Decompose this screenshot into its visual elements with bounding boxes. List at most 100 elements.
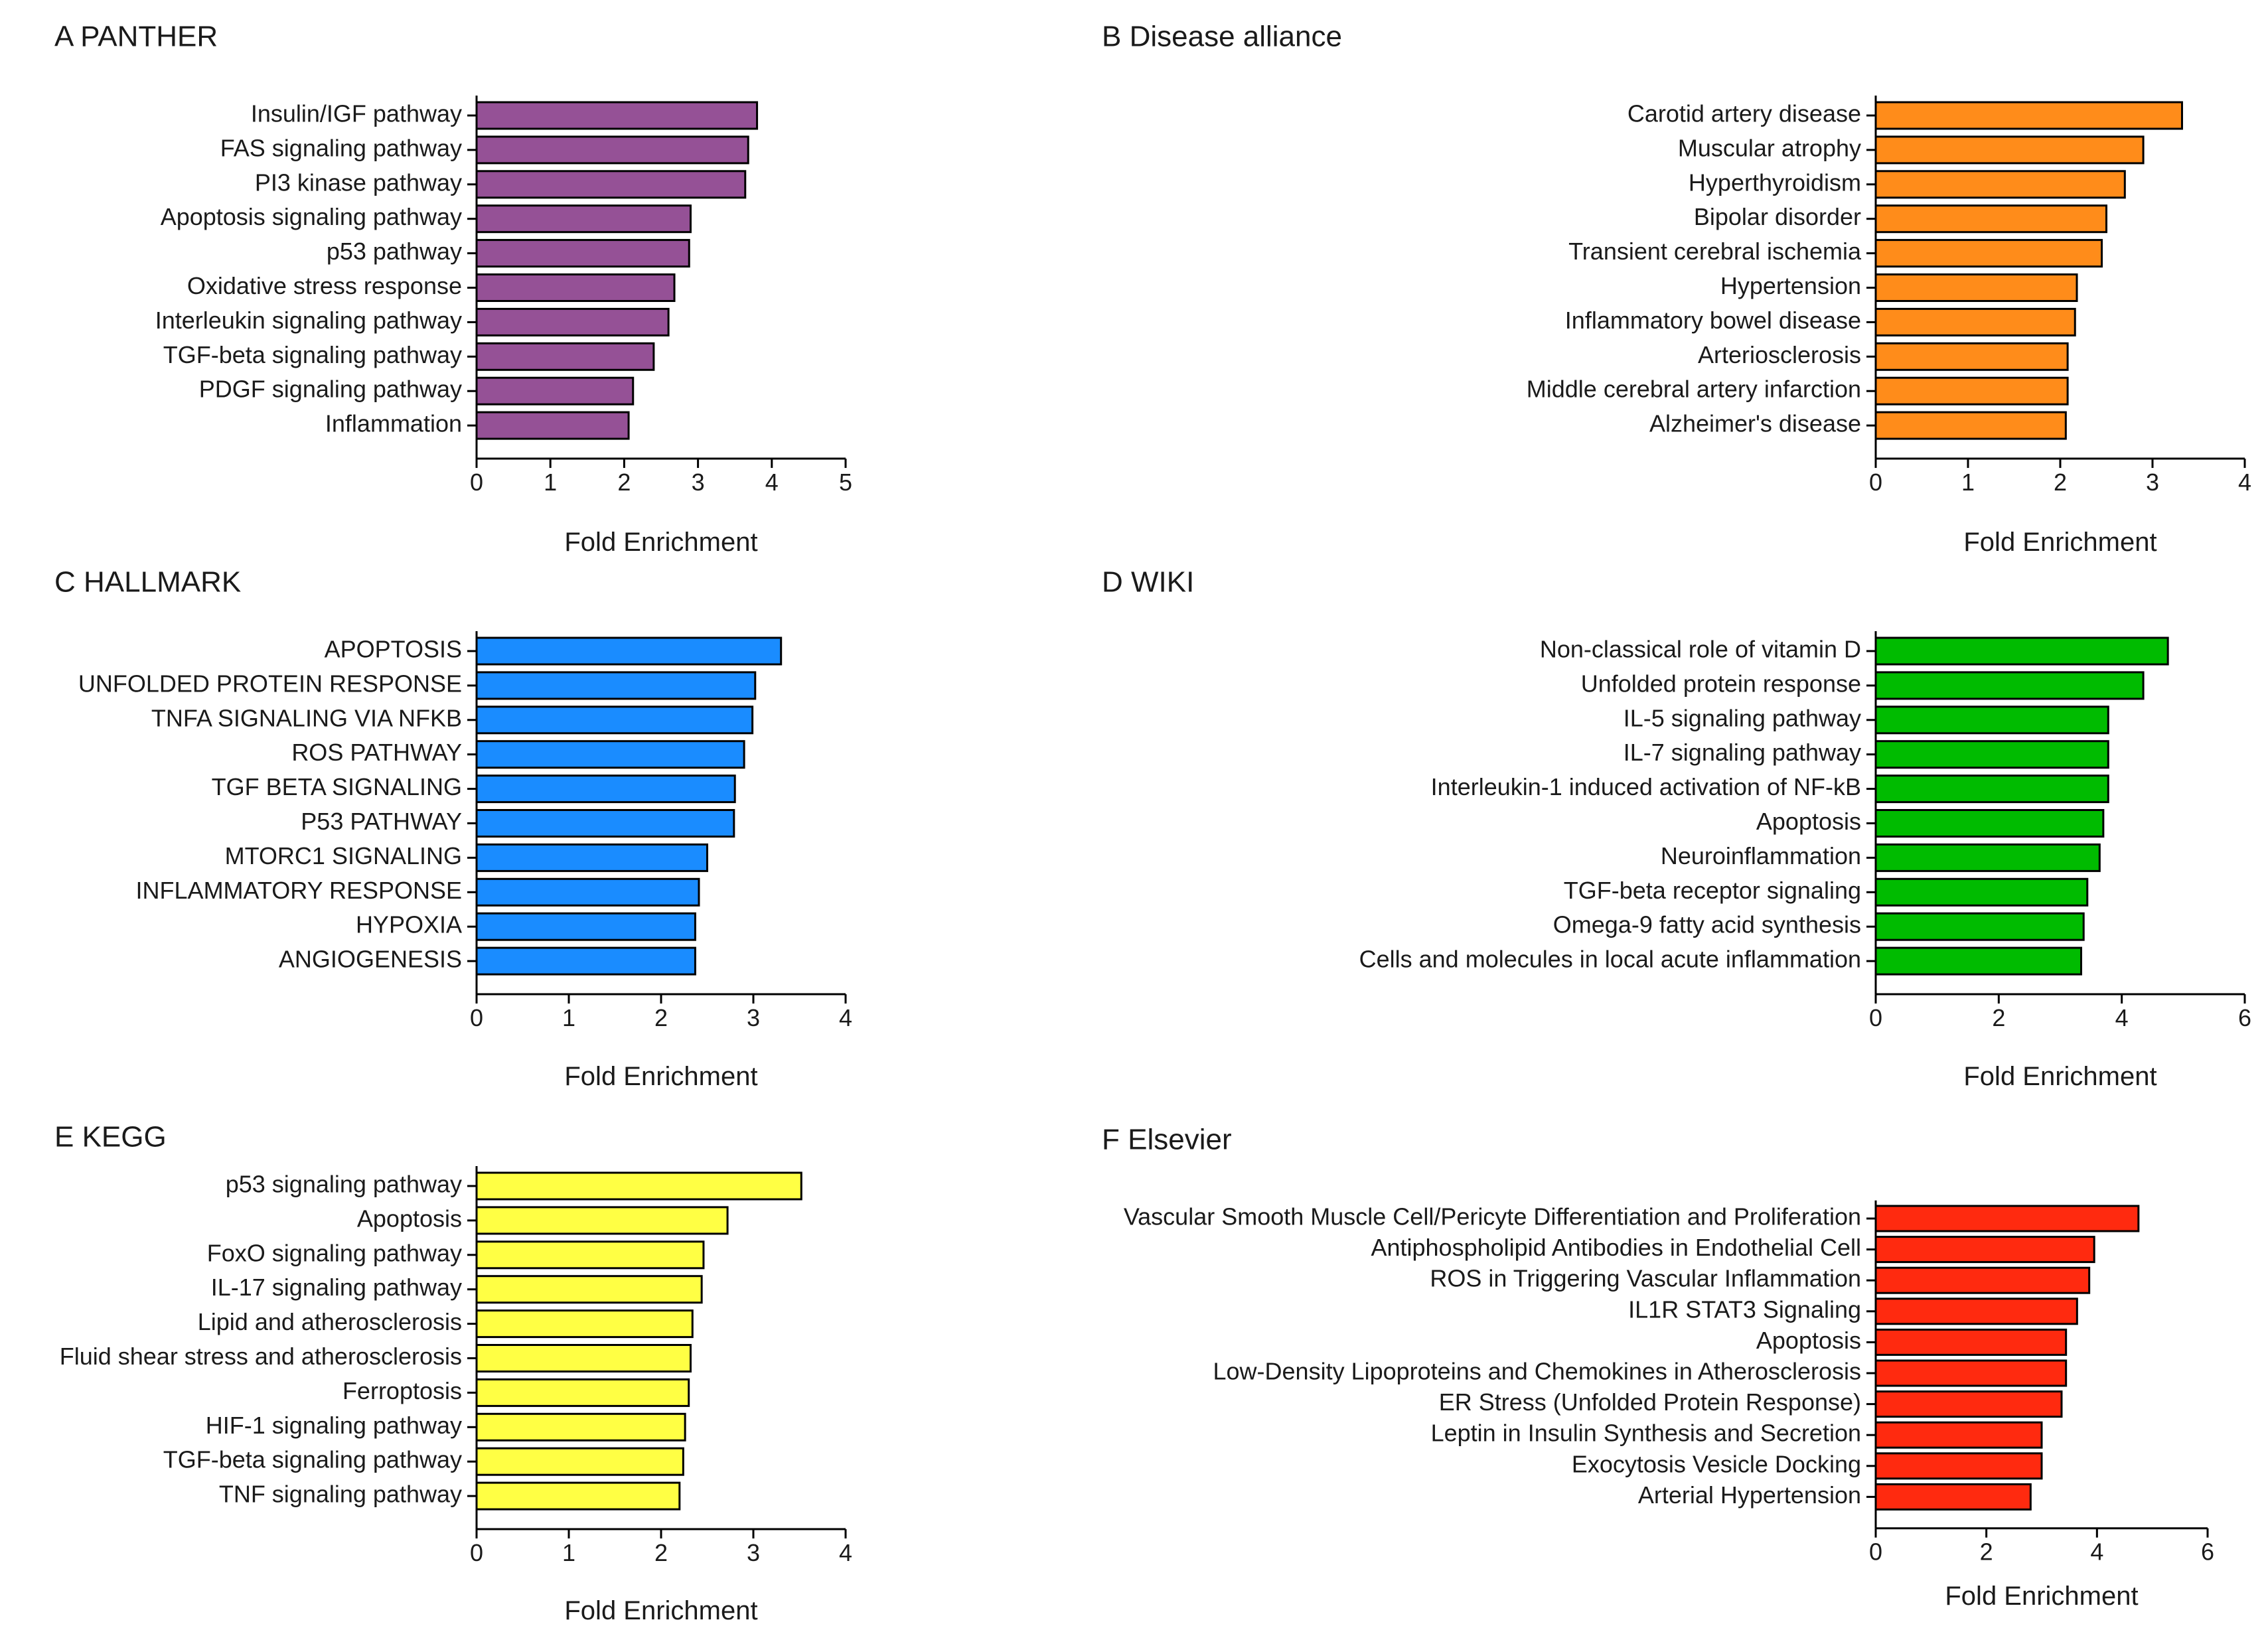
category-label: FAS signaling pathway	[220, 134, 462, 161]
category-label: Antiphospholipid Antibodies in Endotheli…	[1371, 1234, 1861, 1261]
x-tick-label: 0	[1869, 1538, 1882, 1566]
bar	[475, 273, 676, 302]
panel-title: F Elsevier	[1102, 1124, 1232, 1156]
panel-title: E KEGG	[54, 1121, 167, 1153]
bar	[1874, 843, 2101, 872]
category-label: TNFA SIGNALING VIA NFKB	[151, 704, 462, 731]
chart-panel-c: C HALLMARK APOPTOSIS UNFOLDED PROTEIN RESP…	[54, 566, 852, 1091]
category-label: TGF-beta receptor signaling	[1564, 877, 1861, 904]
bar	[1874, 1483, 2032, 1511]
category-label: Apoptosis	[357, 1205, 462, 1232]
bar	[1874, 877, 2089, 907]
bar	[475, 342, 655, 371]
category-label: ROS in Triggering Vascular Inflammation	[1430, 1265, 1861, 1292]
category-label: Carotid artery disease	[1627, 100, 1861, 127]
x-tick-label: 2	[654, 1004, 668, 1031]
category-label: Apoptosis	[1756, 1327, 1861, 1354]
bar	[1874, 1236, 2095, 1264]
category-label: ANGIOGENESIS	[279, 946, 462, 973]
x-tick-label: 4	[2090, 1538, 2103, 1566]
category-label: p53 pathway	[327, 238, 462, 265]
bar	[1874, 411, 2067, 440]
bar	[1874, 170, 2126, 199]
category-label: IL-17 signaling pathway	[211, 1274, 462, 1301]
category-label: Alzheimer's disease	[1649, 410, 1861, 437]
category-label: Hypertension	[1720, 272, 1861, 299]
category-label: TGF BETA SIGNALING	[212, 773, 462, 800]
category-label: TGF-beta signaling pathway	[163, 341, 462, 368]
x-tick-label: 2	[654, 1539, 668, 1566]
category-label: UNFOLDED PROTEIN RESPONSE	[78, 670, 462, 697]
bar	[475, 775, 736, 804]
bar	[475, 636, 783, 666]
panel-title: A PANTHER	[54, 21, 218, 53]
x-tick-label: 4	[2238, 469, 2251, 496]
x-axis-title: Fold Enrichment	[1963, 1062, 2156, 1091]
bar	[475, 135, 749, 165]
bar	[475, 411, 630, 440]
category-label: INFLAMMATORY RESPONSE	[136, 877, 462, 904]
category-label: Lipid and atherosclerosis	[198, 1308, 462, 1335]
bar	[1874, 740, 2109, 769]
category-label: Low-Density Lipoproteins and Chemokines …	[1213, 1358, 1862, 1385]
bar	[475, 1481, 681, 1511]
category-label: Hyperthyroidism	[1689, 169, 1861, 196]
bar	[1874, 1452, 2043, 1480]
bar	[475, 204, 692, 234]
category-label: IL1R STAT3 Signaling	[1628, 1296, 1861, 1323]
category-label: Unfolded protein response	[1581, 670, 1861, 697]
x-tick-label: 4	[765, 469, 779, 496]
category-label: Vascular Smooth Muscle Cell/Pericyte Dif…	[1124, 1203, 1861, 1230]
bar	[475, 1206, 729, 1235]
chart-panel-f: F Elsevier Vascular Smooth Muscle Cell/Pe…	[1102, 1124, 2214, 1611]
x-tick-label: 4	[839, 1539, 852, 1566]
category-label: p53 signaling pathway	[226, 1171, 462, 1198]
bar	[1874, 273, 2078, 302]
bar	[1874, 946, 2083, 976]
bar	[1874, 307, 2076, 336]
x-tick-label: 2	[1980, 1538, 1993, 1566]
chart-panel-b: B Disease alliance Carotid artery disease…	[1102, 21, 2251, 557]
x-tick-label: 1	[1961, 469, 1975, 496]
bar	[475, 843, 708, 872]
bar	[1874, 1390, 2063, 1418]
bar	[475, 170, 747, 199]
x-tick-label: 0	[470, 1004, 483, 1031]
category-label: Neuroinflammation	[1661, 842, 1861, 869]
bar	[1874, 1298, 2078, 1325]
x-tick-label: 1	[544, 469, 557, 496]
x-tick-label: 0	[470, 1539, 483, 1566]
x-tick-label: 2	[1992, 1004, 2005, 1031]
bar	[1874, 1421, 2043, 1449]
category-label: Apoptosis	[1756, 808, 1861, 835]
chart-panel-d: D WIKI Non-classical role of vitamin D Unf…	[1102, 566, 2251, 1091]
bar	[475, 877, 700, 907]
bar	[1874, 636, 2169, 666]
category-label: ROS PATHWAY	[291, 739, 462, 766]
bar	[1874, 775, 2109, 804]
bar	[475, 705, 754, 735]
category-label: Arterial Hypertension	[1638, 1481, 1861, 1509]
category-label: Fluid shear stress and atherosclerosis	[60, 1343, 462, 1370]
x-axis-title: Fold Enrichment	[564, 1062, 757, 1091]
bar	[1874, 135, 2145, 165]
bar	[475, 1344, 692, 1372]
category-label: FoxO signaling pathway	[207, 1239, 462, 1266]
panel-title: C HALLMARK	[54, 566, 241, 599]
bar	[475, 809, 735, 838]
x-tick-label: 2	[2054, 469, 2067, 496]
category-label: Exocytosis Vesicle Docking	[1572, 1450, 1861, 1477]
x-tick-label: 1	[562, 1539, 575, 1566]
bar	[475, 307, 670, 336]
x-tick-label: 6	[2201, 1538, 2214, 1566]
bar	[1874, 1328, 2068, 1356]
x-axis-title: Fold Enrichment	[564, 1596, 757, 1625]
category-label: APOPTOSIS	[325, 636, 462, 663]
bar	[475, 912, 696, 941]
x-tick-label: 0	[1869, 469, 1882, 496]
x-tick-label: 2	[617, 469, 631, 496]
bar	[475, 1171, 802, 1201]
category-label: P53 PATHWAY	[301, 808, 462, 835]
category-label: TNF signaling pathway	[219, 1481, 462, 1508]
